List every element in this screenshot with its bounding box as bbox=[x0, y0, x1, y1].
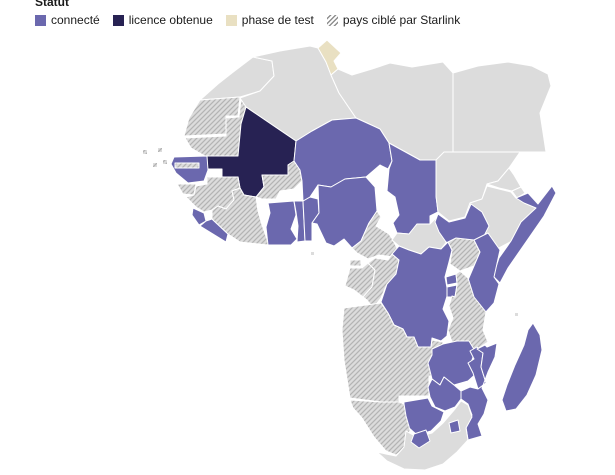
country-guinea-bissau[interactable] bbox=[176, 183, 197, 196]
legend-row: connecté licence obtenue phase de test p… bbox=[35, 13, 460, 27]
country-lesotho[interactable] bbox=[410, 429, 431, 449]
legend-label-cible: pays ciblé par Starlink bbox=[342, 13, 461, 27]
country-ghana[interactable] bbox=[265, 200, 298, 246]
country-eswatini[interactable] bbox=[448, 419, 461, 434]
country-cape-verde[interactable] bbox=[143, 148, 167, 167]
country-cameroon[interactable] bbox=[351, 210, 398, 260]
legend-label-connecte: connecté bbox=[51, 13, 100, 27]
country-madagascar[interactable] bbox=[501, 322, 543, 412]
legend-item-licence: licence obtenue bbox=[112, 13, 213, 27]
legend-item-test: phase de test bbox=[225, 13, 314, 27]
country-senegal[interactable] bbox=[170, 155, 209, 184]
legend-label-licence: licence obtenue bbox=[128, 13, 213, 27]
country-somalia[interactable] bbox=[492, 185, 557, 284]
country-comoros[interactable] bbox=[515, 313, 518, 316]
country-zambia[interactable] bbox=[427, 340, 480, 386]
legend-title: Statut bbox=[35, 0, 69, 9]
country-egypt[interactable] bbox=[452, 61, 552, 153]
country-sao-tome[interactable] bbox=[311, 252, 314, 255]
country-cote-divoire[interactable] bbox=[211, 187, 269, 246]
country-rwanda[interactable] bbox=[445, 273, 458, 286]
legend-swatch-licence bbox=[112, 14, 124, 26]
legend-label-test: phase de test bbox=[241, 13, 314, 27]
legend-title-clip: Statut bbox=[35, 0, 460, 9]
country-mozambique[interactable] bbox=[460, 342, 498, 441]
country-djibouti[interactable] bbox=[511, 186, 526, 199]
legend-swatch-hatch bbox=[326, 14, 338, 26]
country-sierra-leone[interactable] bbox=[191, 207, 207, 226]
country-zimbabwe[interactable] bbox=[427, 376, 462, 412]
legend-swatch-test bbox=[225, 14, 237, 26]
country-kenya[interactable] bbox=[467, 232, 501, 314]
country-eritrea[interactable] bbox=[486, 167, 522, 192]
legend-item-connecte: connecté bbox=[35, 13, 100, 27]
legend: Statut connecté licence obtenue phase de… bbox=[35, 0, 460, 27]
legend-swatch-connecte bbox=[35, 14, 46, 26]
country-tanzania[interactable] bbox=[447, 270, 489, 350]
country-gambia[interactable] bbox=[174, 162, 200, 169]
country-congo[interactable] bbox=[362, 253, 400, 309]
country-namibia[interactable] bbox=[349, 399, 411, 456]
country-tunisia[interactable] bbox=[317, 39, 342, 76]
legend-item-cible: pays ciblé par Starlink bbox=[326, 13, 461, 27]
country-equatorial-guinea[interactable] bbox=[349, 259, 362, 267]
